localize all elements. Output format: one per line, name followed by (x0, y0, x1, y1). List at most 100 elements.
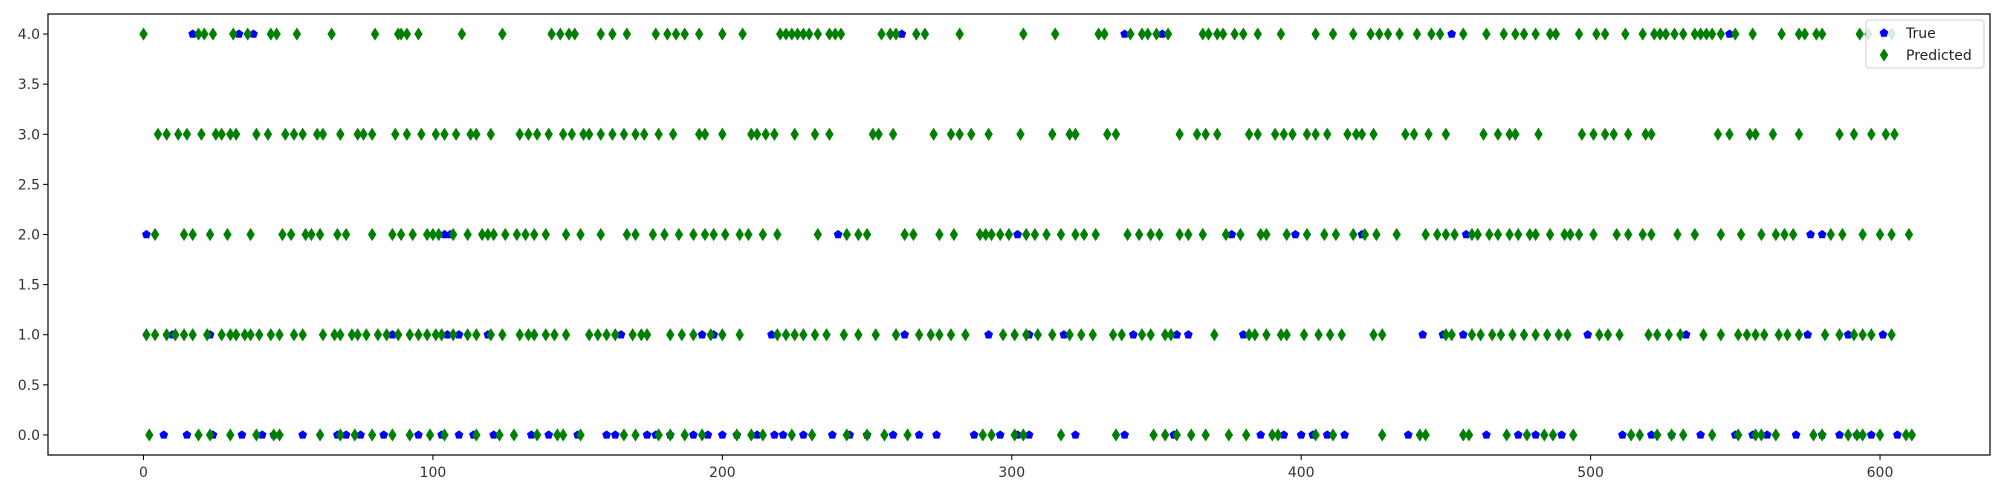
point-predicted (391, 127, 400, 141)
point-predicted (1479, 127, 1488, 141)
point-predicted (1016, 127, 1025, 141)
point-predicted (758, 227, 768, 242)
point-true (1618, 430, 1627, 439)
point-true (1296, 430, 1306, 439)
point-predicted (1221, 227, 1231, 242)
point-true (1013, 229, 1022, 239)
point-true (914, 430, 924, 439)
legend-label-true: True (1905, 26, 1936, 42)
point-predicted (1751, 328, 1760, 342)
point-predicted (1270, 127, 1280, 141)
point-predicted (1160, 328, 1170, 342)
point-predicted (1809, 428, 1818, 442)
legend-box (1865, 19, 1985, 69)
y-tick-label: 2.0 (18, 228, 40, 244)
point-true (182, 430, 192, 439)
point-predicted (1288, 127, 1297, 141)
point-predicted (1690, 227, 1699, 242)
point-predicted (781, 27, 791, 41)
point-predicted (457, 27, 467, 41)
point-true (440, 229, 449, 239)
point-predicted (1852, 428, 1862, 442)
point-predicted (1817, 27, 1827, 41)
point-predicted (1427, 27, 1436, 41)
point-predicted (1204, 27, 1213, 41)
point-predicted (1343, 127, 1352, 141)
point-predicted (1673, 227, 1682, 242)
point-true (1681, 330, 1691, 339)
point-predicted (700, 127, 710, 141)
point-true (1322, 430, 1332, 439)
point-predicted (393, 328, 403, 342)
point-predicted (1771, 428, 1781, 442)
point-predicted (1256, 227, 1265, 242)
point-predicted (1042, 227, 1051, 242)
point-true (689, 430, 698, 439)
point-predicted (912, 27, 921, 41)
point-predicted (301, 227, 310, 242)
point-true (443, 330, 452, 339)
point-predicted (266, 328, 276, 342)
point-predicted (914, 328, 924, 342)
point-predicted (622, 227, 632, 242)
point-predicted (975, 227, 985, 242)
point-predicted (903, 428, 912, 442)
point-predicted (967, 127, 976, 141)
point-predicted (804, 27, 814, 41)
point-predicted (987, 227, 996, 242)
point-predicted (747, 127, 756, 141)
point-predicted (721, 227, 730, 242)
point-predicted (1349, 227, 1358, 242)
point-predicted (831, 27, 840, 41)
point-predicted (472, 428, 481, 442)
point-predicted (689, 328, 698, 342)
point-predicted (255, 328, 264, 342)
point-predicted (515, 127, 524, 141)
point-predicted (1493, 227, 1503, 242)
point-predicted (1742, 328, 1752, 342)
point-predicted (532, 428, 542, 442)
point-predicted (200, 27, 209, 41)
point-predicted (524, 127, 533, 141)
point-predicted (1111, 428, 1121, 442)
point-predicted (466, 127, 475, 141)
point-predicted (981, 227, 990, 242)
point-predicted (1311, 127, 1320, 141)
point-true (237, 430, 247, 439)
point-predicted (318, 328, 328, 342)
point-predicted (171, 328, 180, 342)
point-true (767, 330, 776, 339)
point-predicted (1725, 127, 1734, 141)
point-predicted (738, 27, 747, 41)
point-true (1128, 330, 1138, 339)
point-true (900, 330, 910, 339)
point-predicted (226, 328, 235, 342)
point-true (1835, 430, 1844, 439)
point-predicted (709, 227, 718, 242)
point-predicted (437, 328, 446, 342)
x-tick-label: 300 (998, 465, 1025, 481)
point-predicted (1589, 227, 1598, 242)
point-predicted (770, 127, 779, 141)
point-predicted (1152, 27, 1161, 41)
point-predicted (440, 428, 449, 442)
point-predicted (1534, 127, 1543, 141)
point-predicted (1707, 27, 1717, 41)
point-predicted (382, 328, 391, 342)
point-predicted (822, 328, 831, 342)
point-predicted (477, 227, 487, 242)
point-predicted (1652, 428, 1662, 442)
point-predicted (631, 428, 640, 442)
point-predicted (226, 428, 235, 442)
point-predicted (208, 27, 218, 41)
point-predicted (1198, 27, 1207, 41)
point-predicted (1881, 127, 1891, 141)
point-predicted (353, 127, 362, 141)
point-predicted (781, 328, 791, 342)
point-predicted (414, 27, 423, 41)
point-predicted (1716, 27, 1726, 41)
point-predicted (1241, 428, 1251, 442)
point-predicted (1117, 328, 1126, 342)
point-predicted (1505, 127, 1514, 141)
point-predicted (231, 328, 241, 342)
